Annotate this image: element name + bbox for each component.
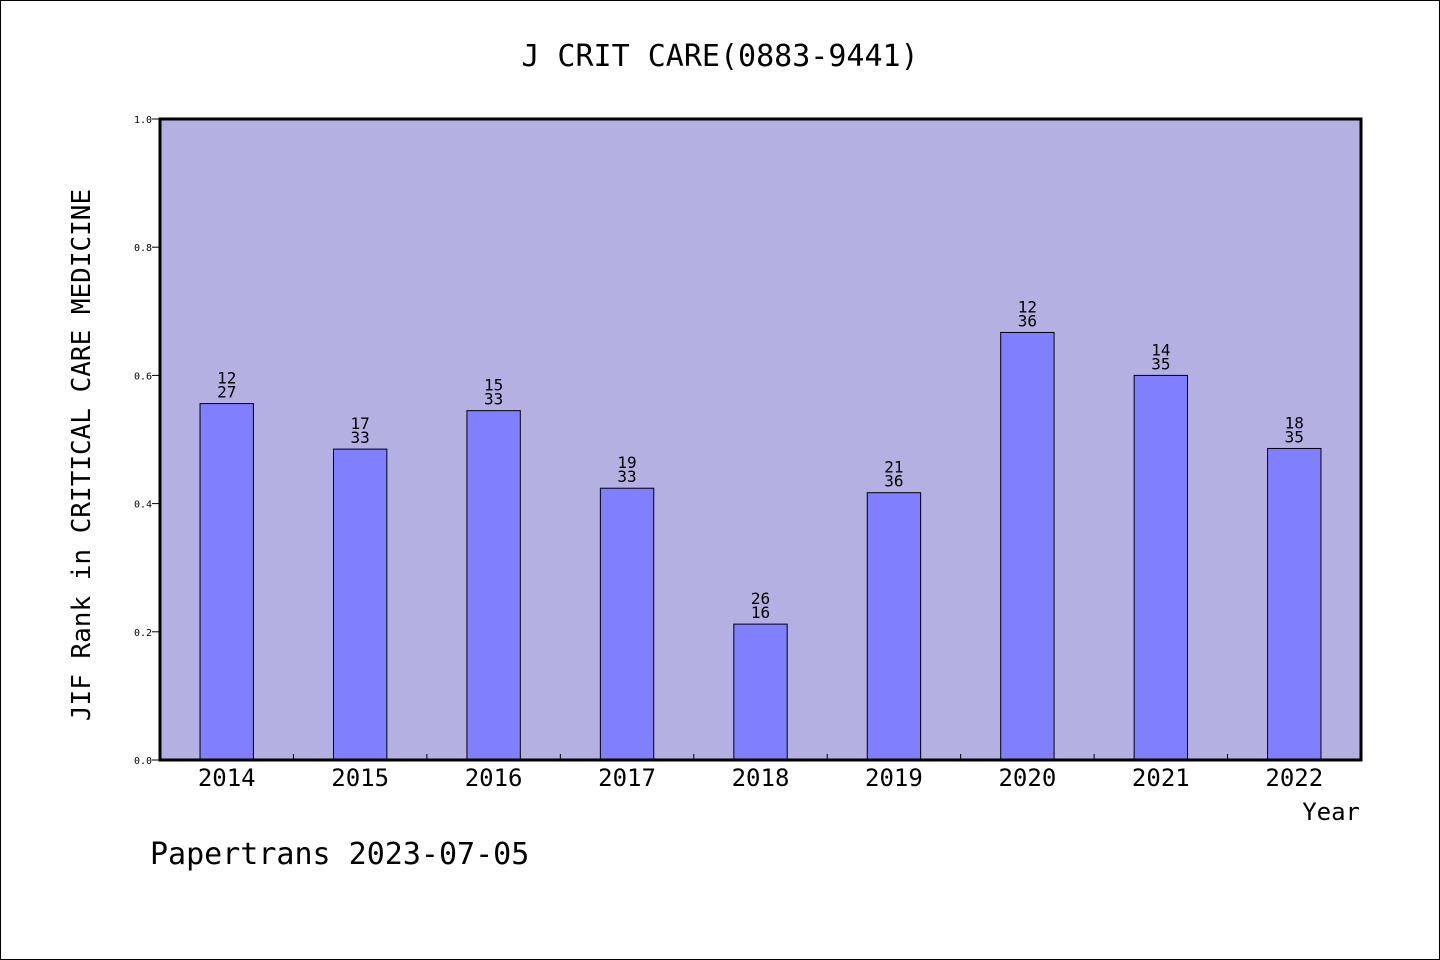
bar-label-total: 36 — [1018, 311, 1037, 330]
bar-label-rank: 19 — [617, 453, 636, 472]
bar-label-rank: 21 — [884, 458, 903, 477]
x-tick-label: 2015 — [331, 764, 389, 792]
bar — [466, 410, 521, 761]
bar-label-total: 33 — [484, 390, 503, 409]
plot-border — [158, 117, 1363, 762]
bar-label-total: 33 — [617, 467, 636, 486]
x-tick-label: 2016 — [465, 764, 523, 792]
x-tick-label: 2019 — [865, 764, 923, 792]
y-tick-label: 0.8 — [134, 243, 152, 254]
bar-label-total: 27 — [217, 383, 236, 402]
y-tick-label: 0.0 — [134, 756, 152, 767]
x-tick-label: 2021 — [1132, 764, 1190, 792]
bar — [199, 403, 254, 761]
bar-label-rank: 12 — [217, 369, 236, 388]
x-tick-label: 2020 — [998, 764, 1056, 792]
bar — [599, 487, 655, 761]
bar — [1133, 374, 1189, 761]
y-tick-label: 0.2 — [134, 628, 152, 639]
bar-label-rank: 14 — [1151, 340, 1170, 359]
x-tick-label: 2017 — [598, 764, 656, 792]
x-tick-label: 2022 — [1265, 764, 1323, 792]
bar-label-total: 36 — [884, 472, 903, 491]
bar-label-total: 35 — [1151, 354, 1170, 373]
x-tick-label: 2014 — [198, 764, 256, 792]
chart-title: J CRIT CARE(0883-9441) — [521, 39, 918, 74]
bar — [733, 623, 788, 761]
y-tick-label: 0.6 — [134, 371, 152, 382]
bar — [332, 448, 388, 761]
x-axis-label: Year — [1302, 798, 1360, 826]
bar-label-rank: 18 — [1285, 413, 1304, 432]
x-tick-label: 2018 — [732, 764, 790, 792]
bar-label-total: 33 — [351, 428, 370, 447]
bar-label-total: 16 — [751, 603, 770, 622]
bar-label-total: 35 — [1285, 427, 1304, 446]
bar — [1267, 447, 1322, 761]
bar-label-rank: 15 — [484, 376, 503, 395]
bar — [1000, 331, 1055, 761]
bar-label-rank: 26 — [751, 589, 770, 608]
bar — [866, 492, 922, 761]
bar-label-rank: 17 — [351, 414, 370, 433]
footer-credit: Papertrans 2023-07-05 — [150, 837, 529, 872]
y-tick-label: 0.4 — [134, 500, 152, 511]
bar-label-rank: 12 — [1018, 297, 1037, 316]
plot-area: 1227201417332015153320161933201726162018… — [134, 115, 1363, 792]
y-axis-label: JIF Rank in CRITICAL CARE MEDICINE — [67, 189, 97, 721]
y-tick-label: 1.0 — [134, 115, 152, 126]
